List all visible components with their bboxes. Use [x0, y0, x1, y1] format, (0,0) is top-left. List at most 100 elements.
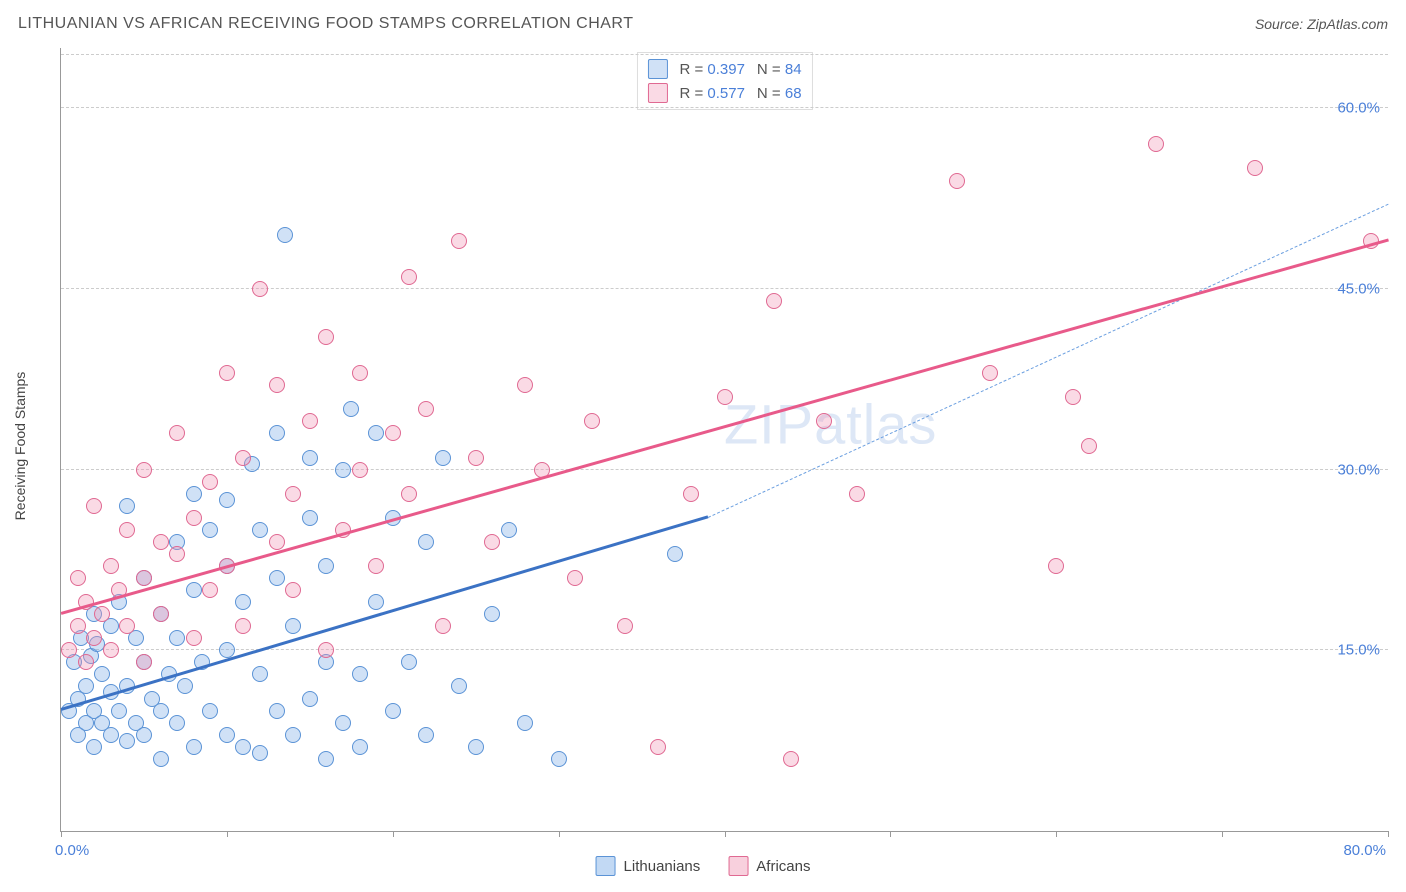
scatter-point	[285, 486, 301, 502]
scatter-point	[277, 227, 293, 243]
scatter-point	[78, 678, 94, 694]
scatter-point	[186, 739, 202, 755]
scatter-point	[352, 666, 368, 682]
scatter-point	[252, 745, 268, 761]
y-tick-label: 60.0%	[1337, 100, 1380, 117]
y-tick-label: 30.0%	[1337, 461, 1380, 478]
scatter-point	[435, 618, 451, 634]
scatter-point	[484, 606, 500, 622]
scatter-point	[302, 691, 318, 707]
scatter-point	[318, 558, 334, 574]
legend-item: Africans	[728, 856, 810, 876]
scatter-point	[949, 173, 965, 189]
scatter-point	[982, 365, 998, 381]
scatter-point	[335, 462, 351, 478]
scatter-point	[153, 606, 169, 622]
legend-swatch	[728, 856, 748, 876]
scatter-point	[451, 678, 467, 694]
scatter-point	[136, 654, 152, 670]
scatter-point	[269, 570, 285, 586]
scatter-point	[302, 510, 318, 526]
scatter-point	[119, 618, 135, 634]
scatter-point	[119, 498, 135, 514]
scatter-point	[169, 425, 185, 441]
scatter-point	[285, 582, 301, 598]
scatter-point	[186, 630, 202, 646]
scatter-point	[667, 546, 683, 562]
scatter-point	[816, 413, 832, 429]
scatter-point	[783, 751, 799, 767]
scatter-point	[302, 413, 318, 429]
scatter-point	[202, 474, 218, 490]
scatter-point	[86, 630, 102, 646]
scatter-point	[219, 727, 235, 743]
scatter-point	[186, 486, 202, 502]
scatter-point	[1247, 160, 1263, 176]
scatter-point	[103, 558, 119, 574]
x-tick	[1056, 831, 1057, 837]
chart-plot-area: ZIPatlas R = 0.397N = 84R = 0.577N = 68 …	[60, 48, 1388, 832]
legend-label: Africans	[756, 858, 810, 875]
scatter-point	[401, 269, 417, 285]
scatter-point	[119, 733, 135, 749]
scatter-point	[269, 377, 285, 393]
scatter-point	[235, 450, 251, 466]
scatter-point	[202, 522, 218, 538]
scatter-point	[153, 534, 169, 550]
scatter-point	[352, 365, 368, 381]
scatter-point	[252, 666, 268, 682]
scatter-point	[119, 522, 135, 538]
scatter-point	[849, 486, 865, 502]
scatter-point	[766, 293, 782, 309]
scatter-point	[617, 618, 633, 634]
scatter-point	[484, 534, 500, 550]
y-tick-label: 45.0%	[1337, 280, 1380, 297]
x-tick	[559, 831, 560, 837]
scatter-point	[103, 727, 119, 743]
scatter-point	[335, 715, 351, 731]
scatter-point	[70, 618, 86, 634]
y-tick-label: 15.0%	[1337, 642, 1380, 659]
scatter-point	[1048, 558, 1064, 574]
scatter-point	[153, 751, 169, 767]
scatter-point	[584, 413, 600, 429]
header: LITHUANIAN VS AFRICAN RECEIVING FOOD STA…	[0, 0, 1406, 48]
scatter-point	[318, 329, 334, 345]
scatter-point	[368, 425, 384, 441]
x-tick	[725, 831, 726, 837]
scatter-point	[285, 618, 301, 634]
x-tick	[227, 831, 228, 837]
scatter-point	[235, 618, 251, 634]
x-tick	[393, 831, 394, 837]
scatter-point	[352, 739, 368, 755]
scatter-point	[78, 654, 94, 670]
scatter-point	[418, 727, 434, 743]
scatter-point	[202, 703, 218, 719]
scatter-point	[235, 739, 251, 755]
scatter-point	[186, 582, 202, 598]
scatter-point	[269, 703, 285, 719]
scatter-point	[252, 522, 268, 538]
scatter-point	[136, 462, 152, 478]
scatter-point	[468, 739, 484, 755]
scatter-point	[501, 522, 517, 538]
scatter-point	[343, 401, 359, 417]
source-label: Source: ZipAtlas.com	[1255, 16, 1388, 32]
scatter-point	[169, 630, 185, 646]
scatter-point	[136, 570, 152, 586]
chart-title: LITHUANIAN VS AFRICAN RECEIVING FOOD STA…	[18, 15, 633, 33]
scatter-point	[418, 401, 434, 417]
x-tick	[890, 831, 891, 837]
scatter-point	[368, 558, 384, 574]
x-origin-label: 0.0%	[55, 842, 89, 859]
scatter-point	[169, 546, 185, 562]
trend-line	[708, 204, 1388, 518]
legend-label: Lithuanians	[624, 858, 701, 875]
scatter-point	[517, 377, 533, 393]
scatter-point	[385, 703, 401, 719]
scatter-point	[177, 678, 193, 694]
scatter-point	[385, 425, 401, 441]
scatter-point	[551, 751, 567, 767]
scatter-point	[219, 365, 235, 381]
scatter-point	[401, 486, 417, 502]
